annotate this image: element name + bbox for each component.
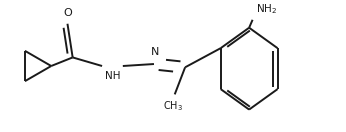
Text: CH$_3$: CH$_3$ xyxy=(163,100,183,114)
Text: NH$_2$: NH$_2$ xyxy=(256,2,277,16)
Text: O: O xyxy=(63,8,72,18)
Text: NH: NH xyxy=(105,71,120,81)
Text: N: N xyxy=(151,47,159,57)
